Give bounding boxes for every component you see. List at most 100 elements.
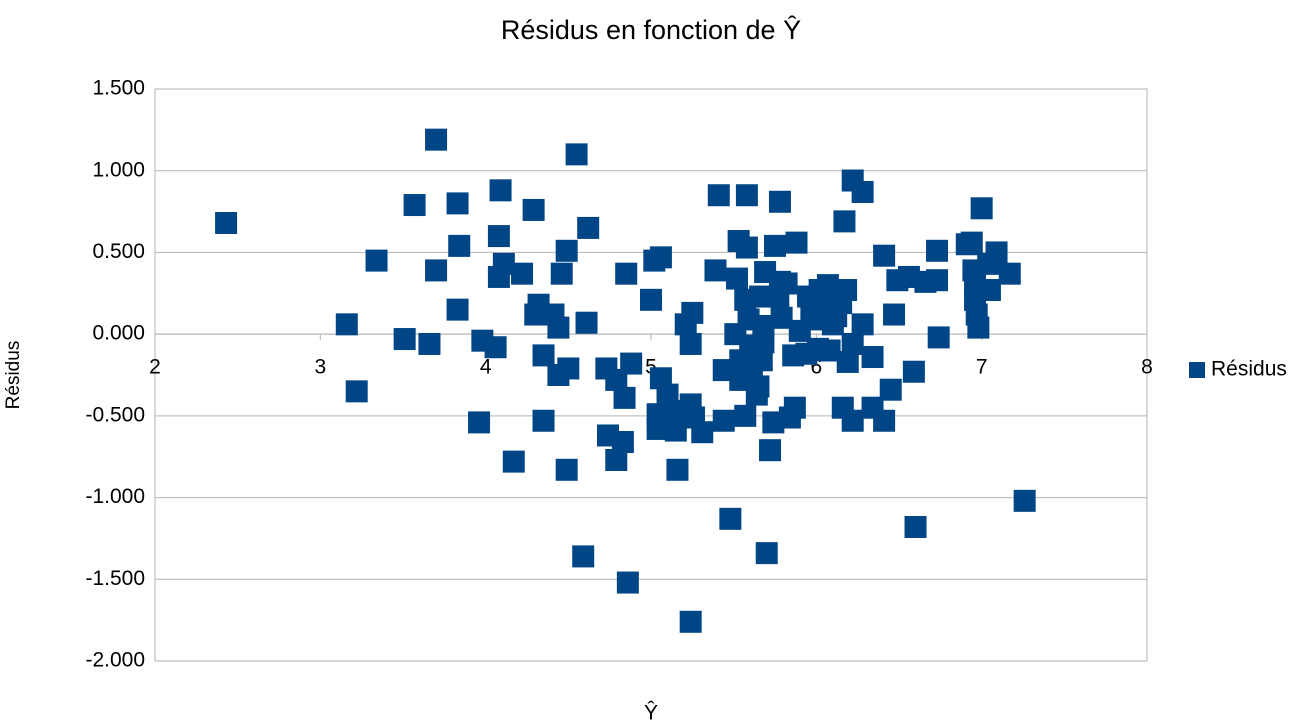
point <box>803 308 826 331</box>
point <box>759 439 782 462</box>
point <box>522 198 545 221</box>
y-tick-label: -0.500 <box>85 403 145 426</box>
point <box>985 241 1008 264</box>
point <box>998 262 1021 285</box>
point <box>735 184 758 207</box>
point <box>755 542 778 565</box>
x-tick-label: 7 <box>976 356 988 379</box>
point <box>489 179 512 202</box>
point <box>448 234 471 257</box>
y-tick-label: -1.000 <box>85 485 145 508</box>
y-tick-label: 1.000 <box>92 158 145 181</box>
point <box>666 458 689 481</box>
point <box>393 328 416 351</box>
point <box>532 409 555 432</box>
x-tick-label: 6 <box>810 356 822 379</box>
point <box>750 349 773 372</box>
y-tick-label: 0.500 <box>92 240 145 263</box>
point <box>418 332 441 355</box>
point <box>841 409 864 432</box>
point <box>749 285 772 308</box>
point <box>704 259 727 282</box>
point <box>681 301 704 324</box>
point <box>365 249 388 272</box>
point <box>577 216 600 239</box>
point <box>752 314 775 337</box>
point <box>615 262 638 285</box>
point <box>861 346 884 369</box>
point <box>484 336 507 359</box>
x-tick-label: 3 <box>314 356 326 379</box>
point <box>836 350 859 373</box>
point <box>425 259 448 282</box>
point <box>502 450 525 473</box>
point <box>555 239 578 262</box>
point <box>605 448 628 471</box>
point <box>883 303 906 326</box>
point <box>403 194 426 217</box>
point <box>902 360 925 383</box>
point <box>775 272 798 295</box>
point <box>557 357 580 380</box>
point <box>841 332 864 355</box>
plot-frame <box>154 88 1148 662</box>
point <box>747 375 770 398</box>
point <box>611 431 634 454</box>
point <box>575 311 598 334</box>
point <box>725 267 748 290</box>
x-tick-label: 5 <box>645 356 657 379</box>
point <box>851 313 874 336</box>
point <box>970 197 993 220</box>
point <box>967 316 990 339</box>
point <box>679 332 702 355</box>
point <box>818 339 841 362</box>
y-axis-title: Résidus <box>3 341 24 410</box>
point <box>927 326 950 349</box>
point <box>960 231 983 254</box>
point <box>613 386 636 409</box>
point <box>851 180 874 203</box>
point <box>783 396 806 419</box>
point <box>446 298 469 321</box>
point <box>1013 489 1036 512</box>
point <box>734 404 757 427</box>
point <box>768 190 791 213</box>
point <box>555 458 578 481</box>
y-tick-label: -2.000 <box>85 649 145 672</box>
point <box>873 409 896 432</box>
point <box>511 262 534 285</box>
x-tick-label: 8 <box>1141 356 1153 379</box>
point <box>926 269 949 292</box>
point <box>712 409 735 432</box>
x-axis-title: Ŷ <box>644 702 658 724</box>
point <box>679 610 702 633</box>
point <box>764 234 786 257</box>
point <box>897 265 920 288</box>
point <box>425 128 448 151</box>
point <box>492 252 515 275</box>
x-tick-label: 4 <box>480 356 492 379</box>
point <box>565 143 588 166</box>
point <box>691 421 714 444</box>
y-tick-label: -1.500 <box>85 567 145 590</box>
point <box>487 225 510 248</box>
point <box>762 411 785 434</box>
point <box>735 236 758 259</box>
point <box>446 192 469 215</box>
point <box>215 212 238 235</box>
point <box>468 411 491 434</box>
point <box>816 274 839 297</box>
point <box>770 306 793 329</box>
point <box>640 288 662 311</box>
legend-swatch <box>1189 362 1205 378</box>
point <box>833 210 856 233</box>
point <box>547 316 570 339</box>
point <box>926 239 949 262</box>
point <box>978 279 1001 302</box>
y-tick-label: 1.500 <box>92 77 145 100</box>
x-tick-label: 2 <box>149 356 161 379</box>
point <box>707 184 730 207</box>
chart-title: Résidus en fonction de Ŷ <box>501 14 801 45</box>
y-tick-label: 0.000 <box>92 322 145 345</box>
